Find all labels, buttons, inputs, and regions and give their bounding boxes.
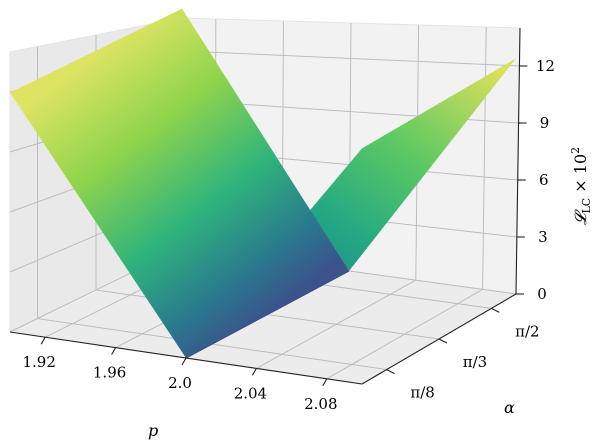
z-axis-title: 𝓛LC × 102 [569,147,593,225]
x-tick [40,336,46,345]
y-tick [491,307,500,313]
z-axis-title-sup: 2 [569,147,582,154]
y-tick-label: π/2 [515,322,539,340]
surface-left-wing [10,8,349,358]
x-axis-title: p [148,421,158,440]
z-axis-line [515,27,521,295]
y-tick-label: π/8 [410,384,434,402]
x-tick-label: 2.08 [304,395,337,413]
z-tick-label: 9 [540,114,550,132]
z-axis-title-rest: × 10 [571,154,590,198]
y-tick [438,338,448,344]
y-tick [386,369,395,375]
x-tick-label: 2.0 [168,374,192,392]
x-tick [251,368,257,376]
z-axis-title-sub: LC [580,198,593,214]
x-tick-label: 1.92 [22,353,55,371]
z-tick-label: 6 [539,171,549,189]
surface-plot [10,8,516,359]
x-tick-label: 2.04 [234,384,267,402]
valley-edge [185,270,350,359]
y-axis-title: α [504,398,515,417]
z-tick-label: 3 [538,228,548,246]
x-tick [111,347,117,355]
z-tick-label: 0 [537,285,547,303]
y-tick-label: π/3 [463,353,487,371]
z-tick-label: 12 [536,57,555,75]
x-tick [322,378,328,387]
axes: 1.92 1.96 2.0 2.04 2.08 π/8 π/3 π/2 0 3 6 9 12 [9,27,555,413]
x-tick-label: 1.96 [93,364,126,382]
x-tick [181,357,187,366]
